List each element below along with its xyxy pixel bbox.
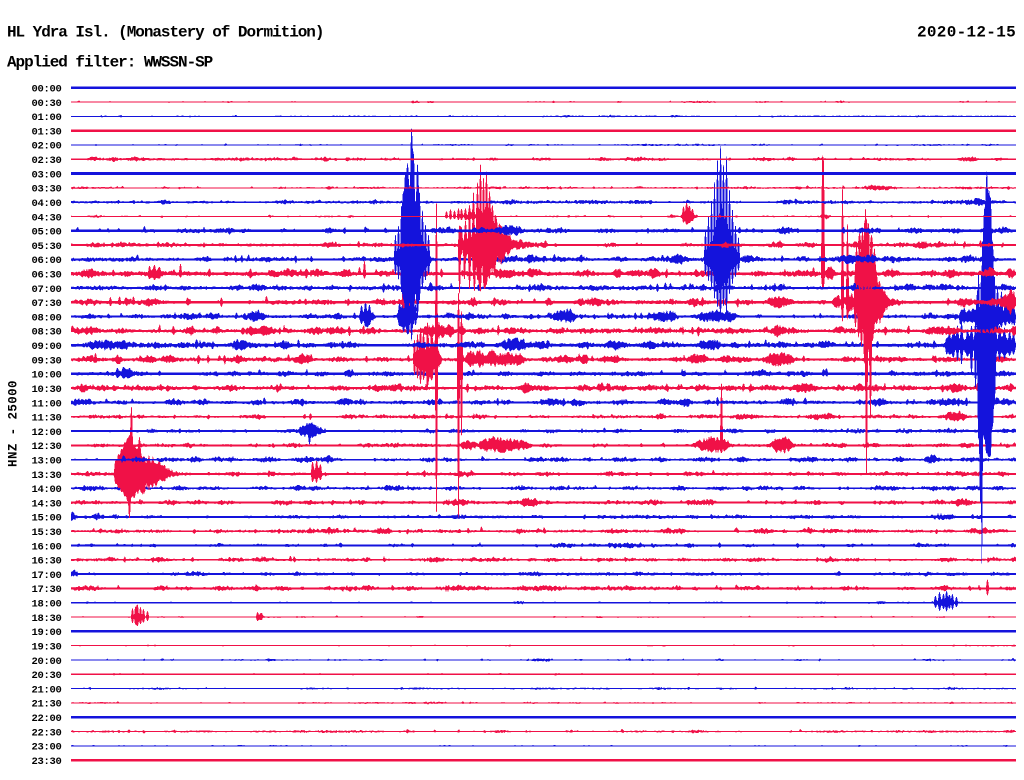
svg-text:09:00: 09:00 xyxy=(31,341,61,353)
svg-text:09:30: 09:30 xyxy=(31,355,61,367)
svg-text:19:30: 19:30 xyxy=(31,642,61,654)
svg-text:12:00: 12:00 xyxy=(31,427,61,439)
svg-text:17:30: 17:30 xyxy=(31,584,61,596)
svg-text:20:00: 20:00 xyxy=(31,656,61,668)
svg-text:HNZ - 25000: HNZ - 25000 xyxy=(7,380,21,467)
svg-text:21:00: 21:00 xyxy=(31,684,61,696)
svg-text:03:00: 03:00 xyxy=(31,169,61,181)
svg-text:15:30: 15:30 xyxy=(31,527,61,539)
svg-text:18:00: 18:00 xyxy=(31,599,61,611)
svg-text:13:00: 13:00 xyxy=(31,456,61,468)
svg-text:01:00: 01:00 xyxy=(31,112,61,124)
svg-text:22:00: 22:00 xyxy=(31,713,61,725)
svg-text:HL Ydra Isl. (Monastery of Dor: HL Ydra Isl. (Monastery of Dormition) xyxy=(7,24,323,42)
svg-text:21:30: 21:30 xyxy=(31,699,61,711)
svg-text:08:30: 08:30 xyxy=(31,327,61,339)
svg-text:19:00: 19:00 xyxy=(31,627,61,639)
svg-text:10:30: 10:30 xyxy=(31,384,61,396)
svg-text:04:30: 04:30 xyxy=(31,212,61,224)
svg-text:05:30: 05:30 xyxy=(31,241,61,253)
svg-text:20:30: 20:30 xyxy=(31,670,61,682)
svg-text:16:00: 16:00 xyxy=(31,541,61,553)
svg-text:23:00: 23:00 xyxy=(31,742,61,754)
svg-text:06:00: 06:00 xyxy=(31,255,61,267)
svg-text:23:30: 23:30 xyxy=(31,756,61,768)
svg-text:05:00: 05:00 xyxy=(31,227,61,239)
svg-text:04:00: 04:00 xyxy=(31,198,61,210)
svg-text:07:00: 07:00 xyxy=(31,284,61,296)
svg-text:14:00: 14:00 xyxy=(31,484,61,496)
svg-text:02:30: 02:30 xyxy=(31,155,61,167)
svg-text:00:30: 00:30 xyxy=(31,98,61,110)
svg-text:03:30: 03:30 xyxy=(31,184,61,196)
svg-text:11:30: 11:30 xyxy=(31,413,61,425)
svg-text:15:00: 15:00 xyxy=(31,513,61,525)
svg-text:16:30: 16:30 xyxy=(31,556,61,568)
svg-text:07:30: 07:30 xyxy=(31,298,61,310)
svg-text:11:00: 11:00 xyxy=(31,398,61,410)
svg-text:13:30: 13:30 xyxy=(31,470,61,482)
svg-text:14:30: 14:30 xyxy=(31,498,61,510)
svg-text:00:00: 00:00 xyxy=(31,84,61,96)
svg-text:Applied filter: WWSSN-SP: Applied filter: WWSSN-SP xyxy=(7,54,213,72)
svg-text:02:00: 02:00 xyxy=(31,141,61,153)
svg-text:22:30: 22:30 xyxy=(31,727,61,739)
svg-text:18:30: 18:30 xyxy=(31,613,61,625)
svg-text:17:00: 17:00 xyxy=(31,570,61,582)
svg-text:08:00: 08:00 xyxy=(31,312,61,324)
svg-text:10:00: 10:00 xyxy=(31,370,61,382)
svg-text:12:30: 12:30 xyxy=(31,441,61,453)
svg-text:2020-12-15: 2020-12-15 xyxy=(917,24,1016,42)
svg-text:06:30: 06:30 xyxy=(31,270,61,282)
svg-text:01:30: 01:30 xyxy=(31,126,61,138)
